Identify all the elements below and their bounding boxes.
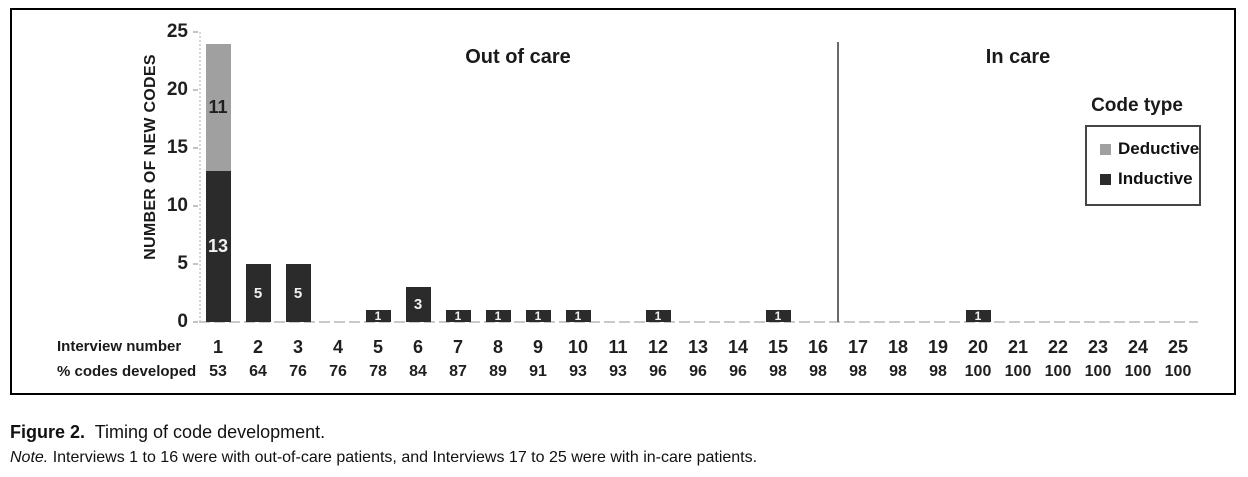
bar-segment-inductive-7: 1: [445, 309, 471, 323]
bar-segment-inductive-5: 1: [365, 309, 391, 323]
percent-developed-24: 100: [1124, 363, 1152, 380]
y-tick-mark: [193, 263, 198, 265]
percent-developed-22: 100: [1044, 363, 1072, 380]
interview-number-11: 11: [608, 337, 628, 357]
interview-number-13: 13: [687, 337, 709, 357]
bar-segment-inductive-1: 13: [205, 171, 231, 322]
interview-number-7: 7: [452, 337, 463, 357]
legend-entry-inductive: Inductive: [1100, 166, 1193, 192]
percent-developed-1: 53: [209, 363, 227, 380]
bar-segment-inductive-10: 1: [565, 309, 591, 323]
care-divider-line: [837, 42, 839, 322]
y-tick-label: 20: [166, 79, 188, 100]
percent-developed-10: 93: [569, 363, 587, 380]
percent-developed-23: 100: [1084, 363, 1112, 380]
y-tick-label: 25: [166, 21, 188, 42]
percent-developed-13: 96: [689, 363, 707, 380]
interview-number-5: 5: [372, 337, 383, 357]
bar-segment-deductive-1: 11: [205, 43, 231, 172]
percent-developed-14: 96: [729, 363, 747, 380]
percent-developed-18: 98: [889, 363, 907, 380]
interview-number-3: 3: [292, 337, 303, 357]
interview-number-2: 2: [252, 337, 263, 357]
interview-number-18: 18: [887, 337, 909, 357]
legend-label: Inductive: [1118, 169, 1193, 188]
interview-number-16: 16: [807, 337, 829, 357]
x-row-label-interview-number: Interview number: [57, 338, 182, 355]
y-tick-mark: [193, 321, 198, 323]
x-axis-baseline: [199, 321, 1198, 323]
legend-label: Deductive: [1118, 139, 1200, 158]
y-tick-mark: [193, 31, 198, 33]
deductive-swatch-icon: [1100, 143, 1111, 155]
y-tick-mark: [193, 147, 198, 149]
interview-number-17: 17: [847, 337, 869, 357]
interview-number-9: 9: [532, 337, 543, 357]
y-tick-label: 0: [177, 311, 188, 332]
bar-segment-inductive-6: 3: [405, 287, 431, 322]
interview-number-10: 10: [567, 337, 589, 357]
y-tick-label: 5: [177, 253, 188, 274]
interview-number-21: 21: [1007, 337, 1029, 357]
percent-developed-11: 93: [609, 363, 627, 380]
caption-text: Timing of code development.: [94, 422, 326, 442]
note-label: Note.: [10, 449, 49, 466]
bar-segment-inductive-2: 5: [245, 264, 271, 322]
percent-developed-16: 98: [809, 363, 827, 380]
percent-developed-9: 91: [529, 363, 547, 380]
bar-segment-inductive-15: 1: [765, 309, 791, 323]
interview-number-14: 14: [727, 337, 749, 357]
legend-box: Deductive Inductive: [1085, 125, 1201, 206]
percent-developed-2: 64: [249, 363, 267, 380]
legend-entry-deductive: Deductive: [1100, 136, 1199, 162]
note-line: Note. Interviews 1 to 16 were with out-o…: [10, 447, 1240, 469]
percent-developed-12: 96: [649, 363, 667, 380]
x-row-label-percent-codes: % codes developed: [57, 363, 197, 380]
chart-frame: NUMBER OF NEW CODES 0 5 10 15 20 25 13 11 5 5 1 3 1 1…: [10, 8, 1236, 395]
y-tick-label: 15: [166, 137, 188, 158]
legend-title: Code type: [1091, 95, 1183, 116]
figure-caption: Figure 2. Timing of code development. No…: [10, 420, 1240, 469]
y-tick-mark: [193, 205, 198, 207]
bar-segment-inductive-9: 1: [525, 309, 551, 323]
bar-segment-inductive-20: 1: [965, 309, 991, 323]
interview-number-15: 15: [767, 337, 789, 357]
inductive-swatch-icon: [1100, 173, 1111, 185]
percent-developed-7: 87: [449, 363, 467, 380]
percent-developed-21: 100: [1004, 363, 1032, 380]
section-label-in-care: In care: [985, 46, 1051, 68]
interview-number-19: 19: [927, 337, 949, 357]
percent-developed-25: 100: [1164, 363, 1192, 380]
interview-number-6: 6: [412, 337, 423, 357]
caption-label: Figure 2.: [10, 422, 86, 442]
percent-developed-17: 98: [849, 363, 867, 380]
percent-developed-4: 76: [329, 363, 347, 380]
percent-developed-3: 76: [289, 363, 307, 380]
y-axis-line: [199, 32, 201, 322]
interview-number-1: 1: [212, 337, 223, 357]
percent-developed-20: 100: [964, 363, 992, 380]
section-label-out-of-care: Out of care: [465, 46, 571, 68]
interview-number-8: 8: [492, 337, 503, 357]
bar-segment-inductive-8: 1: [485, 309, 511, 323]
percent-developed-8: 89: [489, 363, 507, 380]
percent-developed-6: 84: [409, 363, 427, 380]
percent-developed-5: 78: [369, 363, 387, 380]
caption-line: Figure 2. Timing of code development.: [10, 420, 1240, 444]
percent-developed-19: 98: [929, 363, 947, 380]
bar-segment-inductive-3: 5: [285, 264, 311, 322]
note-text: Interviews 1 to 16 were with out-of-care…: [52, 449, 758, 466]
percent-developed-15: 98: [769, 363, 787, 380]
y-tick-mark: [193, 89, 198, 91]
y-tick-label: 10: [166, 195, 188, 216]
interview-number-20: 20: [967, 337, 989, 357]
interview-number-23: 23: [1087, 337, 1109, 357]
interview-number-25: 25: [1167, 337, 1189, 357]
interview-number-24: 24: [1127, 337, 1149, 357]
bar-segment-inductive-12: 1: [645, 309, 671, 323]
interview-number-4: 4: [332, 337, 343, 357]
interview-number-12: 12: [647, 337, 669, 357]
interview-number-22: 22: [1047, 337, 1069, 357]
